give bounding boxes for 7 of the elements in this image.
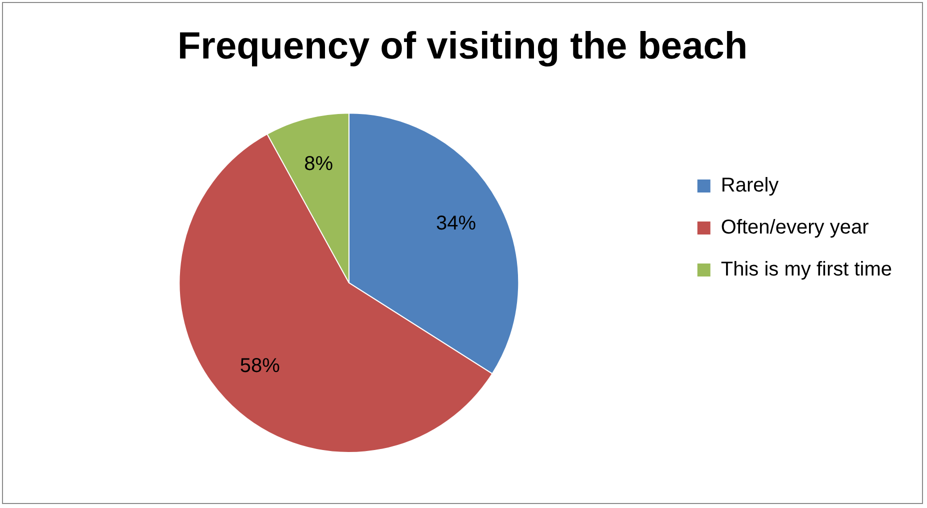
chart-title: Frequency of visiting the beach xyxy=(177,25,748,68)
data-label: 8% xyxy=(304,152,334,175)
legend-label: This is my first time xyxy=(720,258,892,281)
legend-label: Rarely xyxy=(720,174,779,197)
legend-label: Often/every year xyxy=(720,216,870,239)
data-label: 34% xyxy=(436,212,476,234)
data-label: 58% xyxy=(240,354,280,377)
